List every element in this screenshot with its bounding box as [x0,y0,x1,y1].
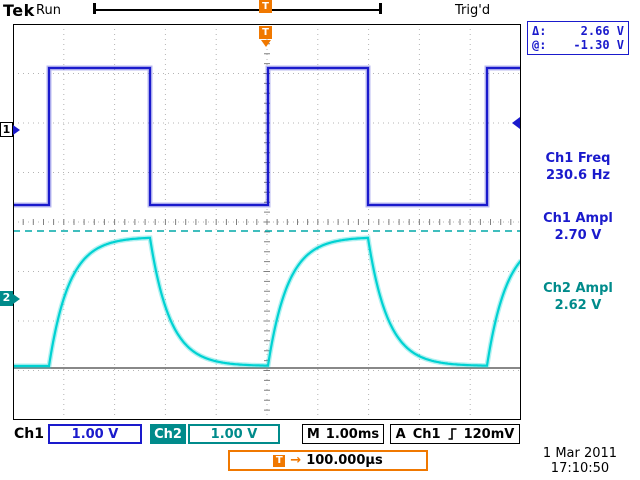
trigger-source: Ch1 [412,426,441,442]
timebase-readout: M 1.00ms [302,424,384,444]
ch2-trace [13,236,521,368]
delay-t-icon: T [273,454,286,467]
trigger-level-value: 120mV [463,426,515,442]
acquisition-status: Run [36,3,61,18]
cursor-at-value: -1.30 V [573,38,624,52]
delay-value: 100.000µs [306,453,383,468]
ch1-ground-marker: 1 [0,122,13,137]
trigger-position-arrow-icon [261,40,271,47]
measurement-value: 2.70 V [554,228,602,243]
rising-edge-icon [448,428,457,440]
ch1-scale-readout: 1.00 V [48,424,142,444]
time-text: 17:10:50 [550,461,610,476]
date-text: 1 Mar 2011 [542,446,618,461]
ch1-channel-label: Ch1 [14,426,44,442]
measurement-value: 230.6 Hz [545,168,611,183]
measurement-ch1-ampl: Ch1 Ampl 2.70 V [522,210,634,244]
record-view-bar [95,9,381,11]
timebase-value: 1.00ms [325,426,380,442]
measurement-ch1-freq: Ch1 Freq 230.6 Hz [522,150,634,184]
record-view-right-tick [379,3,382,14]
measurement-ch2-ampl: Ch2 Ampl 2.62 V [522,280,634,314]
ch1-marker-arrow-icon [13,125,20,135]
ch2-scale-readout: 1.00 V [188,424,280,444]
graticule-border [13,24,521,420]
measurement-label: Ch1 Freq [545,151,611,166]
delay-readout: T → 100.000µs [228,450,428,471]
ch1-trace [13,66,521,207]
trigger-status: Trig'd [455,3,491,18]
timebase-label: M [306,426,320,442]
ch2-ground-marker: 2 [0,291,13,306]
trigger-position-marker: T [259,26,272,39]
trigger-readout: A Ch1 120mV [390,424,520,444]
cursor-delta-label: Δ: [532,24,547,38]
cursor-readout: Δ: 2.66 V @: -1.30 V [527,21,629,55]
measurement-label: Ch1 Ampl [543,211,613,226]
cursor-at-row: @: -1.30 V [532,38,624,52]
measurement-label: Ch2 Ampl [543,281,613,296]
ch2-channel-label: Ch2 [150,424,186,444]
cursor-at-label: @: [532,38,547,52]
delay-arrow-icon: → [290,453,302,468]
trigger-level-arrow-icon [512,117,520,129]
trigger-position-marker-top: T [259,0,272,13]
tek-logo: Tek [3,1,35,20]
record-view-left-tick [93,3,96,14]
cursor-delta-row: Δ: 2.66 V [532,24,624,38]
ch2-marker-arrow-icon [13,294,20,304]
measurement-value: 2.62 V [554,298,602,313]
datetime: 1 Mar 2011 17:10:50 [528,446,632,476]
graticule [13,24,521,420]
trigger-type-label: A [395,426,406,442]
cursor-delta-value: 2.66 V [580,24,624,38]
